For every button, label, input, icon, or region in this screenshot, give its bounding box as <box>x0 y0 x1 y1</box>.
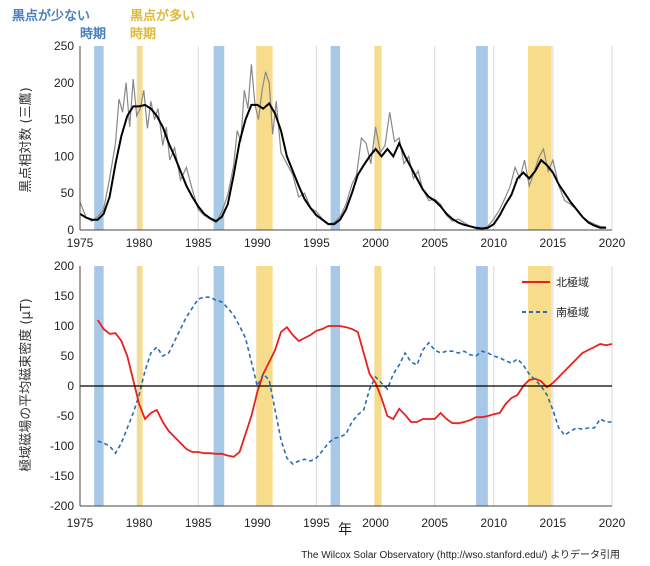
low-period-band-top-2 <box>330 46 341 230</box>
x-tick-label-bottom-4: 1995 <box>303 516 330 530</box>
credit: The Wilcox Solar Observatory (http://wso… <box>301 548 620 561</box>
y-axis-label-bottom: 極域磁場の平均磁束密度 (μT) <box>18 298 34 472</box>
x-tick-label-bottom-6: 2005 <box>421 516 448 530</box>
low-period-band-top-0 <box>94 46 104 230</box>
high-period-band-top-1 <box>256 46 273 230</box>
key-low-line2: 時期 <box>80 26 106 42</box>
north-polar-line <box>96 319 613 458</box>
x-tick-label-top-2: 1985 <box>185 236 212 250</box>
legend-south-label: 南極域 <box>556 305 589 319</box>
legend: 北極域 南極域 <box>522 275 589 319</box>
x-tick-label-top-5: 2000 <box>362 236 389 250</box>
axes-bottom <box>79 266 612 507</box>
x-tick-label-top-3: 1990 <box>244 236 271 250</box>
y-tick-label-top-1: 50 <box>61 186 75 200</box>
x-tick-label-top-8: 2015 <box>540 236 567 250</box>
x-tick-label-top-4: 1995 <box>303 236 330 250</box>
y-tick-label-bottom-4: 0 <box>67 379 74 393</box>
y-tick-label-bottom-8: 200 <box>54 259 74 273</box>
period-bands-top <box>94 46 552 230</box>
y-tick-label-top-2: 100 <box>54 149 74 163</box>
low-period-band-top-1 <box>213 46 225 230</box>
low-period-band-top-3 <box>476 46 488 230</box>
x-axis-label: 年 <box>338 522 352 538</box>
polar-field-series <box>96 296 613 465</box>
tick-labels-bottom: 1975 1980 1985 1990 1995 2000 2005 2010 2015 2020… <box>50 259 626 530</box>
sunspot-series <box>79 64 607 230</box>
y-tick-label-bottom-2: -100 <box>50 439 74 453</box>
high-period-band-top-3 <box>528 46 552 230</box>
x-tick-label-bottom-9: 2020 <box>599 516 626 530</box>
x-tick-label-bottom-7: 2010 <box>480 516 507 530</box>
y-tick-label-bottom-1: -150 <box>50 469 74 483</box>
y-tick-label-top-3: 150 <box>54 113 74 127</box>
key-high-line2: 時期 <box>130 26 156 42</box>
x-tick-label-top-9: 2020 <box>599 236 626 250</box>
y-tick-label-top-5: 250 <box>54 39 74 53</box>
y-tick-label-top-4: 200 <box>54 76 74 90</box>
y-tick-label-bottom-5: 50 <box>61 349 75 363</box>
x-tick-label-bottom-3: 1990 <box>244 516 271 530</box>
x-tick-label-bottom-1: 1980 <box>126 516 153 530</box>
sunspot-smoothed-line <box>79 101 607 230</box>
x-tick-label-bottom-2: 1985 <box>185 516 212 530</box>
x-tick-label-bottom-0: 1975 <box>67 516 94 530</box>
x-tick-label-top-0: 1975 <box>67 236 94 250</box>
y-tick-label-bottom-0: -200 <box>50 499 74 513</box>
sunspot-raw-line <box>79 64 607 230</box>
tick-labels-top: 1975 1980 1985 1990 1995 2000 2005 2010 2015 2020… <box>54 39 626 250</box>
key-high-line1: 黒点が多い <box>130 8 195 24</box>
x-tick-label-top-7: 2010 <box>480 236 507 250</box>
axes-top <box>79 46 612 231</box>
y-axis-label-top: 黒点相対数 (三鷹) <box>19 87 34 192</box>
period-key-high: 黒点が多い 時期 <box>130 8 195 42</box>
south-polar-line <box>97 296 612 465</box>
high-period-band-top-0 <box>136 46 143 230</box>
key-low-line1: 黒点が少ない <box>12 8 90 24</box>
legend-north-label: 北極域 <box>556 275 589 289</box>
y-tick-label-bottom-3: -50 <box>57 409 75 423</box>
y-tick-label-bottom-6: 100 <box>54 319 74 333</box>
y-tick-label-top-0: 0 <box>67 223 74 237</box>
period-key-low: 黒点が少ない 時期 <box>12 8 106 42</box>
x-tick-label-top-1: 1980 <box>126 236 153 250</box>
x-tick-label-top-6: 2005 <box>421 236 448 250</box>
x-tick-label-bottom-8: 2015 <box>540 516 567 530</box>
x-tick-label-bottom-5: 2000 <box>362 516 389 530</box>
y-tick-label-bottom-7: 150 <box>54 289 74 303</box>
